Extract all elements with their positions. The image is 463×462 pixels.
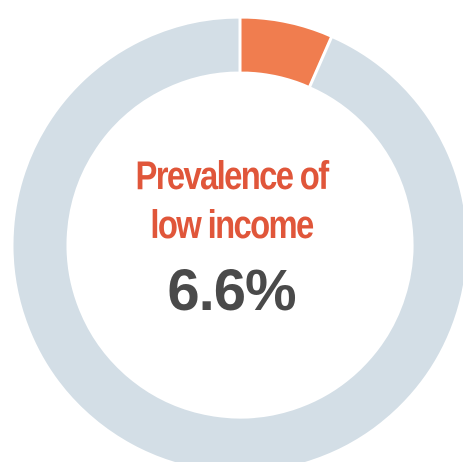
chart-title-line-1: Prevalence of [135, 154, 329, 198]
donut-slices [10, 15, 463, 462]
chart-title-line-2: low income [150, 203, 314, 247]
donut-slice-1 [10, 15, 463, 462]
value-label: 6.6% [167, 258, 296, 323]
